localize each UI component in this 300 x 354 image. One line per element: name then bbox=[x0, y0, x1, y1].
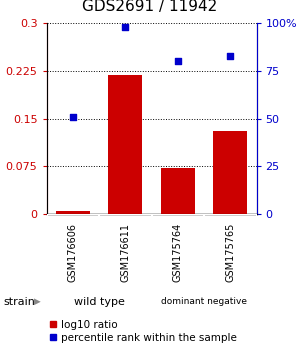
Legend: log10 ratio, percentile rank within the sample: log10 ratio, percentile rank within the … bbox=[44, 315, 241, 347]
Text: GSM175764: GSM175764 bbox=[173, 223, 183, 282]
Point bbox=[175, 58, 180, 64]
Text: GSM175765: GSM175765 bbox=[225, 223, 235, 282]
Point bbox=[123, 24, 128, 30]
Text: GSM176606: GSM176606 bbox=[68, 223, 78, 282]
Bar bbox=[213, 131, 247, 214]
Text: GSM176611: GSM176611 bbox=[120, 223, 130, 282]
Bar bbox=[56, 211, 90, 214]
Point bbox=[228, 53, 233, 58]
Text: dominant negative: dominant negative bbox=[161, 297, 247, 306]
Bar bbox=[161, 168, 195, 214]
Point bbox=[70, 114, 75, 120]
Text: strain: strain bbox=[3, 297, 35, 307]
Bar bbox=[108, 75, 142, 214]
Text: GDS2691 / 11942: GDS2691 / 11942 bbox=[82, 0, 218, 14]
Text: wild type: wild type bbox=[74, 297, 124, 307]
